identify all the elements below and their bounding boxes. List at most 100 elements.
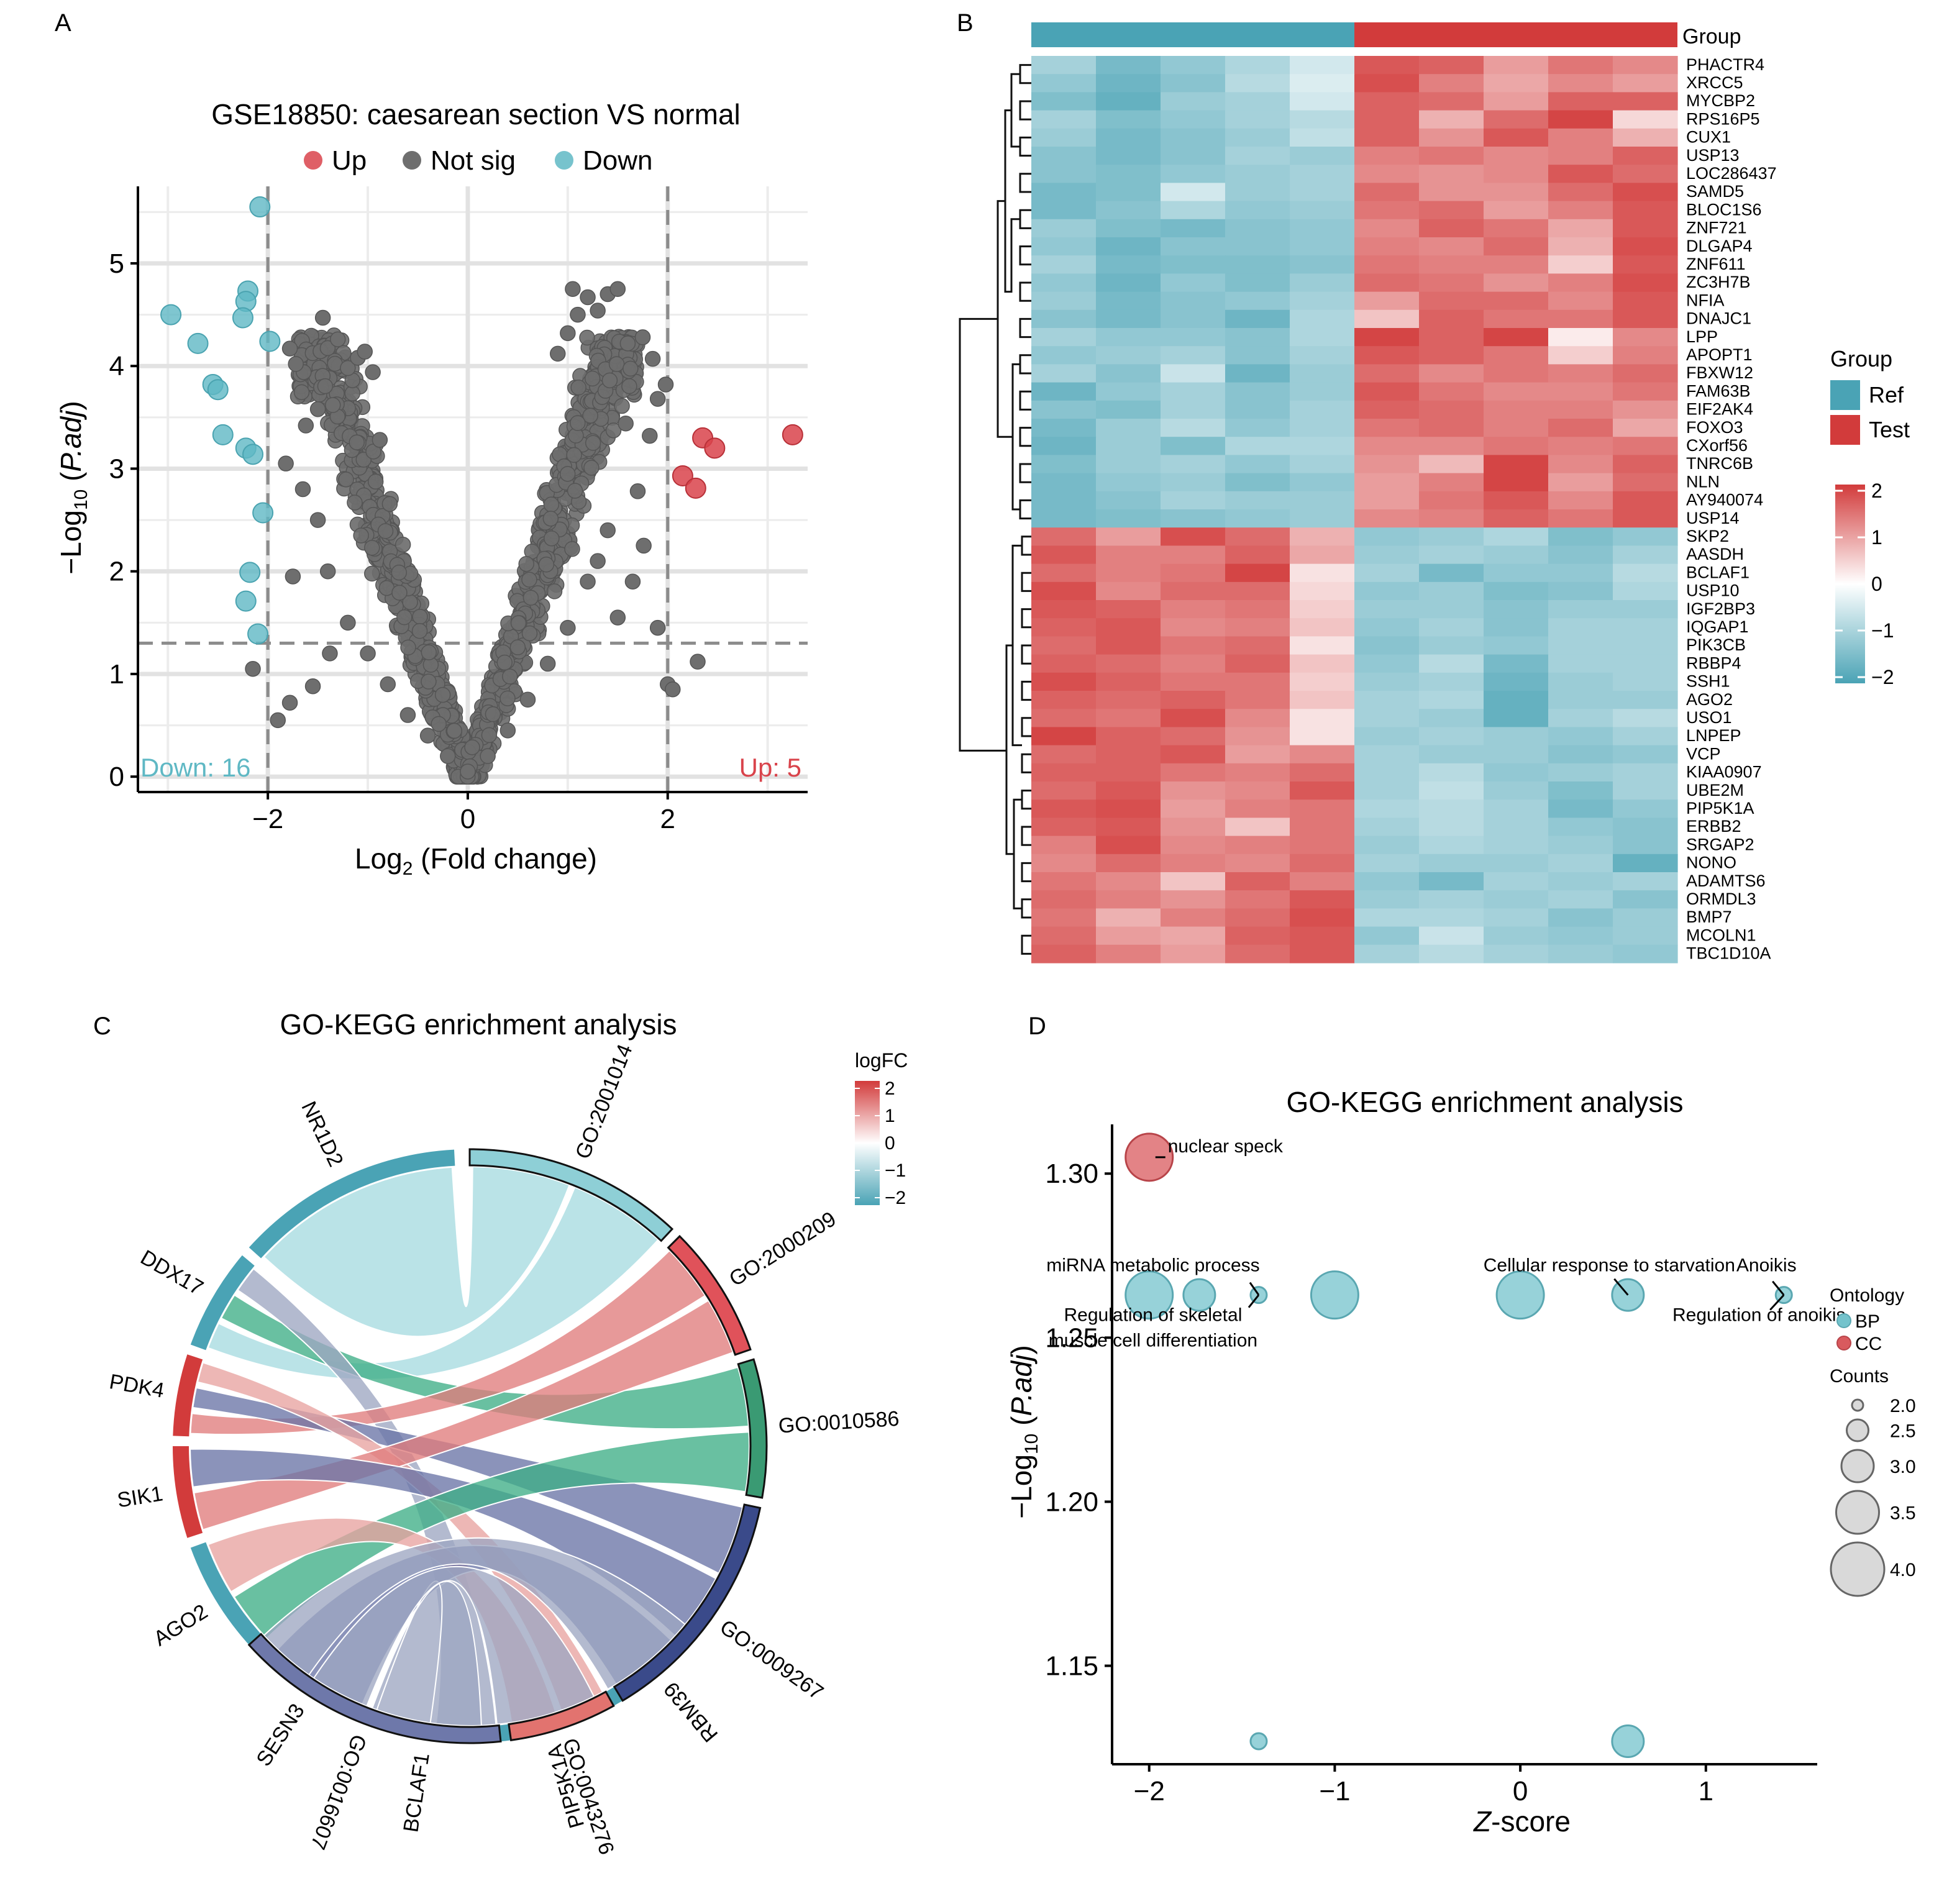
gene-label: SAMD5	[1686, 182, 1744, 201]
heatmap-cell	[1548, 600, 1613, 619]
heatmap-cell	[1613, 618, 1678, 637]
heatmap-cell	[1484, 255, 1549, 274]
heatmap-cell	[1354, 165, 1420, 183]
heatmap-cell	[1613, 799, 1678, 818]
dendrogram-branch	[1021, 862, 1031, 883]
heatmap-cell	[1484, 364, 1549, 383]
term-name-label: GO:0010586	[778, 1407, 900, 1438]
heatmap-cell	[1613, 309, 1678, 329]
heatmap-cell	[1419, 147, 1484, 165]
heatmap-cell	[1290, 110, 1355, 129]
up-point	[685, 477, 706, 499]
heatmap-cell	[1548, 709, 1613, 727]
heatmap-cell	[1354, 491, 1420, 510]
heatmap-cell	[1419, 255, 1484, 274]
heatmap-cell	[1613, 944, 1678, 963]
heatmap-cell	[1484, 92, 1549, 111]
notsig-point	[519, 691, 536, 708]
heatmap-cell	[1484, 763, 1549, 782]
heatmap-cell	[1161, 527, 1226, 546]
notsig-point	[600, 522, 616, 539]
down-point	[235, 590, 257, 612]
heatmap-cell	[1225, 908, 1290, 927]
notsig-point	[609, 281, 626, 298]
point-label: nuclear speck	[1168, 1136, 1284, 1157]
gene-name-label: SESN3	[252, 1700, 309, 1770]
heatmap-cell	[1161, 128, 1226, 147]
heatmap-cell	[1096, 128, 1161, 147]
heatmap-cell	[1161, 74, 1226, 93]
heatmap-cell	[1031, 872, 1097, 891]
heatmap-cell	[1484, 854, 1549, 873]
gene-name-label: NR1D2	[296, 1098, 347, 1170]
heatmap-cell	[1096, 364, 1161, 383]
heatmap-cell	[1548, 237, 1613, 256]
heatmap-cell	[1225, 455, 1290, 474]
heatmap-cell	[1354, 110, 1420, 129]
enrichment-point	[1611, 1724, 1645, 1759]
panel-d-point-labels: nuclear speck miRNA metabolic process Regu…	[1046, 1136, 1845, 1351]
label-leader	[1769, 1294, 1785, 1311]
heatmap-cell	[1161, 691, 1226, 709]
heatmap-cell	[1096, 890, 1161, 909]
heatmap-cell	[1290, 74, 1355, 93]
heatmap-cell	[1419, 636, 1484, 655]
heatmap-cell	[1031, 183, 1097, 202]
heatmap-cell	[1225, 183, 1290, 202]
notsig-point	[367, 473, 384, 490]
heatmap-cell	[1484, 273, 1549, 293]
heatmap-cell	[1031, 509, 1097, 528]
heatmap-cell	[1161, 400, 1226, 419]
heatmap-cell	[1613, 836, 1678, 855]
gene-label: KIAA0907	[1686, 763, 1762, 781]
y-tick-label: 1.30	[1045, 1159, 1098, 1189]
heatmap-cell	[1225, 237, 1290, 256]
heatmap-cell	[1161, 273, 1226, 293]
heatmap-cell	[1354, 563, 1420, 583]
heatmap-cell	[1613, 364, 1678, 383]
notsig-point	[608, 356, 625, 372]
heatmap-cell	[1613, 455, 1678, 474]
down-point	[242, 444, 264, 465]
heatmap-cell	[1225, 165, 1290, 183]
heatmap-cell	[1225, 92, 1290, 111]
heatmap-cell	[1484, 437, 1549, 455]
heatmap-cell	[1096, 563, 1161, 583]
notsig-point	[364, 565, 380, 582]
heatmap-cell	[1096, 165, 1161, 183]
heatmap-cell	[1225, 346, 1290, 365]
heatmap-cell	[1225, 273, 1290, 293]
heatmap-cell	[1548, 944, 1613, 963]
heatmap-gene-labels: PHACTR4XRCC5MYCBP2RPS16P5CUX1USP13LOC286…	[1686, 55, 1777, 963]
term-name-label: GO:0009267	[716, 1615, 828, 1705]
term-arc	[737, 1358, 768, 1499]
heatmap-cell	[1548, 419, 1613, 437]
notsig-point	[584, 370, 601, 387]
heatmap-cell	[1354, 237, 1420, 256]
gene-label: FAM63B	[1686, 381, 1751, 400]
heatmap-cell	[1419, 110, 1484, 129]
heatmap-cell	[1548, 890, 1613, 909]
heatmap-cell	[1031, 364, 1097, 383]
dendrogram-branch	[1019, 463, 1031, 483]
heatmap-cell	[1484, 672, 1549, 691]
notsig-point	[619, 335, 636, 352]
scale-tick-label: 1	[1871, 526, 1882, 549]
gene-label: MCOLN1	[1686, 926, 1756, 944]
notsig-point	[582, 408, 598, 424]
chord-link	[371, 1580, 482, 1727]
heatmap-cell	[1225, 255, 1290, 274]
point-label: miRNA metabolic process	[1046, 1255, 1259, 1276]
gene-arc	[173, 1446, 203, 1538]
heatmap-cell	[1419, 563, 1484, 583]
heatmap-cell	[1548, 926, 1613, 945]
up-point	[704, 437, 726, 459]
heatmap-cell	[1419, 600, 1484, 619]
heatmap-cell	[1419, 890, 1484, 909]
heatmap-cell	[1096, 926, 1161, 945]
heatmap-cell	[1548, 509, 1613, 528]
y-tick-label: 1	[109, 659, 124, 690]
heatmap-cell	[1290, 128, 1355, 147]
down-point	[232, 307, 253, 329]
heatmap-cell	[1354, 74, 1420, 93]
